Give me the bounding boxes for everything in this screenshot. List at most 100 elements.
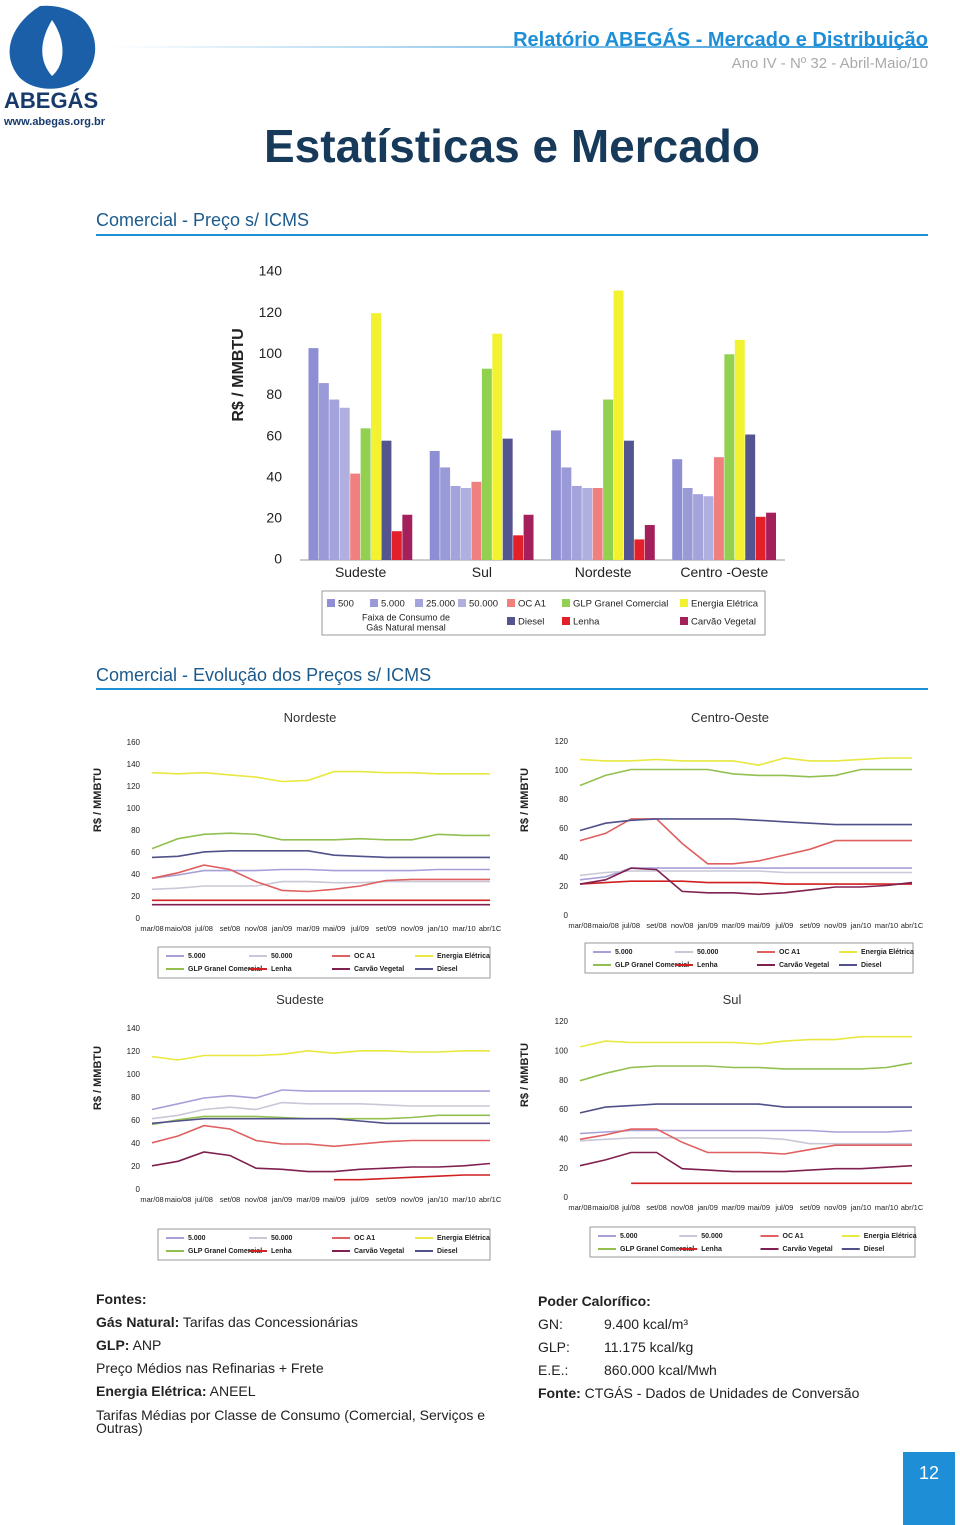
y-tick-label: 40 [131, 870, 140, 879]
y-tick-label: 20 [559, 882, 568, 891]
x-tick-label: set/09 [376, 1195, 396, 1204]
bar [745, 434, 756, 560]
calorific-key: GN: [538, 1316, 563, 1332]
bar [550, 430, 561, 560]
legend-swatch [415, 599, 423, 607]
line [579, 1035, 912, 1048]
bar [713, 457, 724, 560]
y-tick-label: 140 [259, 263, 283, 279]
legend-box [584, 942, 914, 974]
legend-label: Carvão Vegetal [783, 1246, 833, 1253]
legend-label: Diesel [437, 966, 458, 973]
legend-label: Diesel [518, 617, 544, 628]
sources: Fontes: Gás Natural: Tarifas das Concess… [96, 1288, 506, 1435]
legend-note: Faixa de Consumo de [362, 612, 450, 622]
line [579, 1129, 913, 1135]
x-tick-label: jan/09 [696, 921, 717, 930]
x-tick-label: set/08 [220, 1195, 240, 1204]
y-axis-label: R$ / MMBTU [230, 328, 247, 421]
y-tick-label: 140 [127, 1024, 141, 1033]
y-tick-label: 80 [131, 826, 140, 835]
x-tick-label: jan/10 [850, 1203, 871, 1212]
legend-label: GLP Granel Comercial [620, 1246, 694, 1253]
section-heading: Comercial - Preço s/ ICMS [96, 210, 309, 230]
y-tick-label: 120 [259, 304, 283, 320]
y-tick-label: 0 [274, 551, 282, 567]
legend-label: Energia Elétrica [864, 1233, 917, 1240]
legend-label: Carvão Vegetal [779, 962, 829, 969]
x-tick-label: mar/09 [722, 1203, 745, 1212]
y-tick-label: 0 [564, 1193, 569, 1202]
x-tick-label: jan/09 [696, 1203, 717, 1212]
bar [682, 488, 693, 560]
y-tick-label: 40 [131, 1139, 140, 1148]
y-tick-label: 40 [559, 1134, 568, 1143]
legend-swatch [507, 617, 515, 625]
line [579, 867, 912, 881]
line [579, 1062, 913, 1082]
y-tick-label: 100 [127, 1070, 141, 1079]
bar [360, 428, 371, 560]
line [151, 1101, 490, 1120]
legend-swatch [370, 599, 378, 607]
calorific-value: 9.400 kcal/m³ [604, 1316, 689, 1332]
x-tick-label: mar/10 [875, 921, 898, 930]
x-tick-label: jan/10 [850, 921, 871, 930]
line [151, 850, 490, 859]
legend-label: OC A1 [518, 599, 546, 610]
y-axis-label: R$ / MMBTU [519, 1043, 531, 1107]
bar [492, 333, 503, 560]
line [579, 870, 912, 877]
line [579, 1103, 912, 1114]
line [579, 1151, 913, 1173]
source-text: Preço Médios nas Refinarias + Frete [96, 1360, 324, 1376]
bar [481, 368, 492, 560]
y-tick-label: 60 [266, 427, 282, 443]
page-title: Estatísticas e Mercado [264, 120, 760, 172]
source-text: Tarifas Médias por Classe de Consumo (Co… [96, 1407, 486, 1436]
x-tick-label: mar/09 [722, 921, 745, 930]
legend-swatch [327, 599, 335, 607]
legend-label: 50.000 [271, 953, 293, 960]
calorific-heading: Poder Calorífico: [538, 1293, 651, 1309]
x-tick-label: jul/09 [774, 921, 793, 930]
x-tick-label: jul/08 [194, 924, 213, 933]
x-tick-label: jul/08 [621, 1203, 640, 1212]
x-tick-label: abr/1C [479, 1195, 502, 1204]
x-tick-label: nov/09 [401, 924, 424, 933]
legend-label: Lenha [701, 1246, 722, 1253]
line [151, 770, 490, 783]
x-tick-label: Sudeste [335, 564, 387, 580]
header-subtitle: Ano IV - Nº 32 - Abril-Maio/10 [732, 55, 928, 72]
bar [329, 399, 340, 560]
x-tick-label: jan/10 [427, 1195, 448, 1204]
legend-label: 5.000 [615, 949, 633, 956]
line [579, 1128, 912, 1155]
line [151, 1151, 491, 1173]
x-tick-label: mai/09 [748, 1203, 771, 1212]
legend-label: Carvão Vegetal [354, 1248, 404, 1255]
chart-title: Centro-Oeste [691, 710, 769, 725]
y-tick-label: 0 [136, 914, 141, 923]
bar [471, 481, 482, 560]
x-tick-label: set/08 [646, 1203, 666, 1212]
bar [391, 531, 402, 560]
section-heading: Comercial - Evolução dos Preços s/ ICMS [96, 665, 431, 685]
y-tick-label: 40 [266, 468, 282, 484]
y-tick-label: 120 [127, 1047, 141, 1056]
chart-title: Sudeste [276, 992, 324, 1007]
bar [440, 467, 451, 560]
legend-box [321, 590, 766, 636]
legend-label: Diesel [437, 1248, 458, 1255]
bar [402, 514, 413, 560]
x-tick-label: nov/09 [401, 1195, 424, 1204]
legend-swatch [562, 617, 570, 625]
legend-label: GLP Granel Comercial [615, 962, 689, 969]
header-rule [110, 46, 928, 48]
sources-heading: Fontes: [96, 1291, 147, 1307]
legend-label: Lenha [271, 966, 292, 973]
bar [644, 525, 655, 560]
bar [461, 488, 471, 560]
y-tick-label: 60 [559, 1105, 568, 1114]
